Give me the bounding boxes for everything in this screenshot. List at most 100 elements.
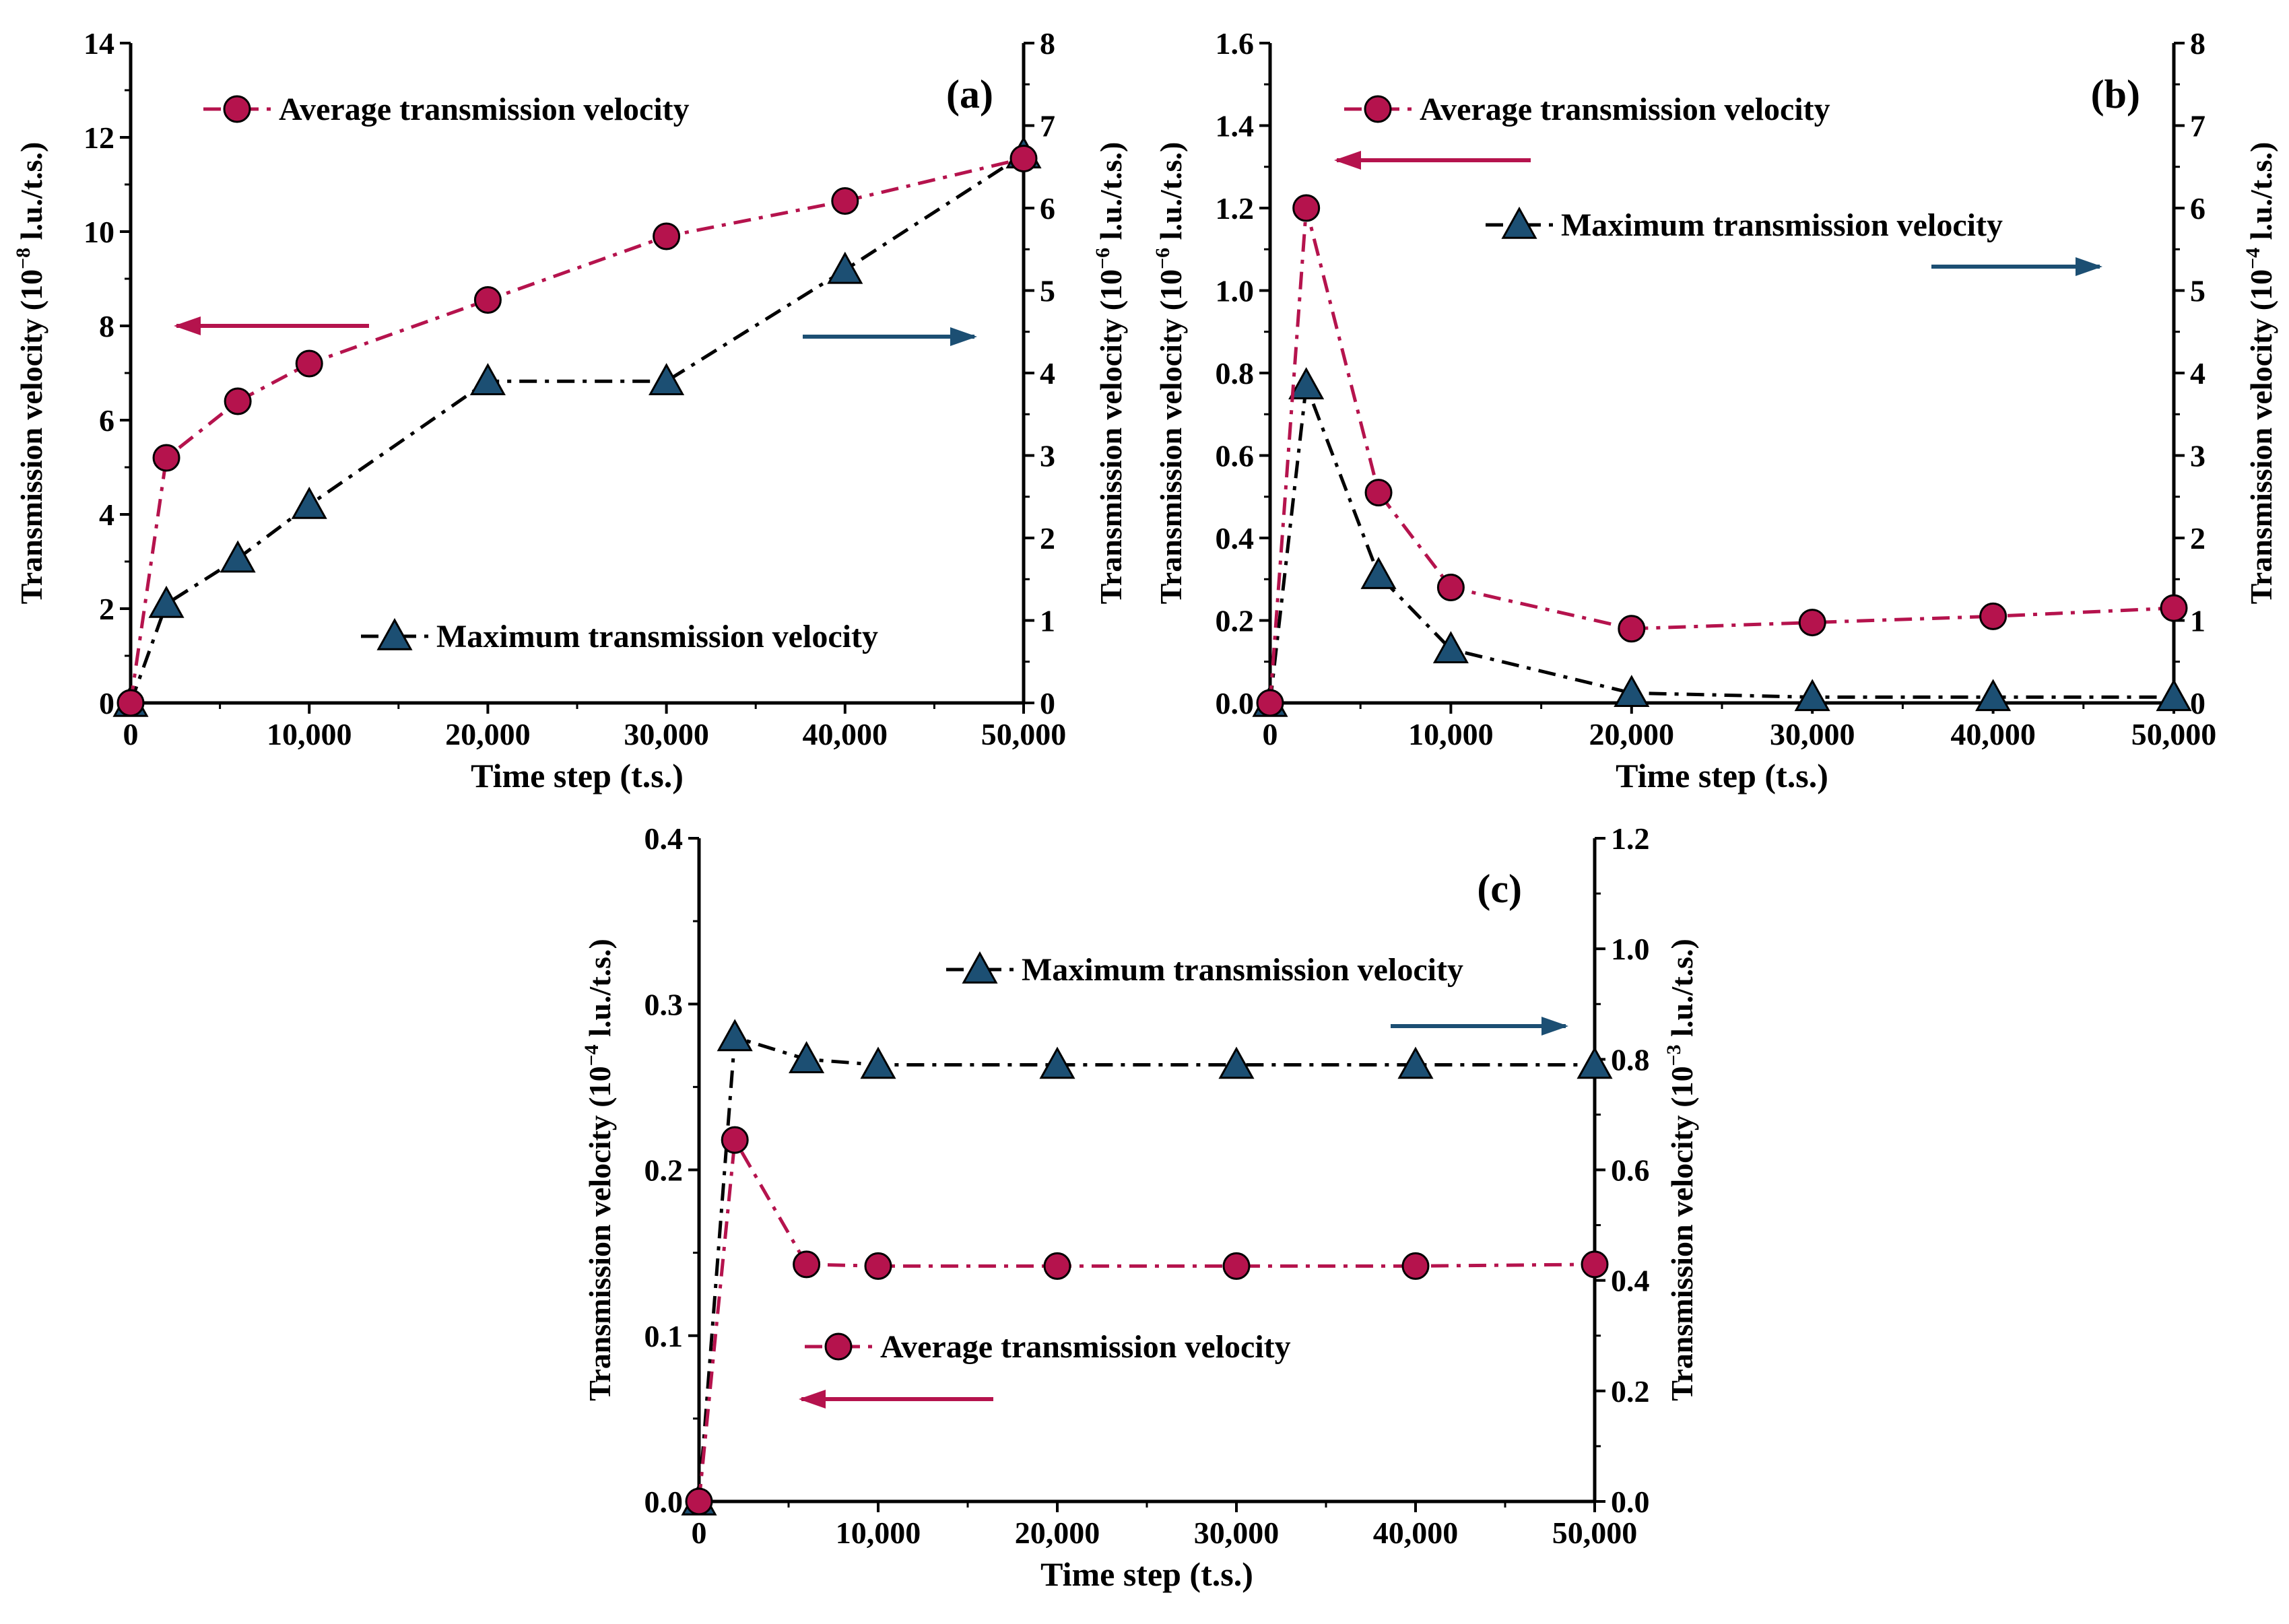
right-y-axis-title: Transmission velocity (10−6 l.u./t.s.) bbox=[1092, 142, 1128, 605]
average-data-point bbox=[152, 444, 180, 472]
maximum-data-point bbox=[1794, 679, 1830, 712]
arrow-left-icon-head bbox=[1334, 151, 1361, 170]
left-y-tick-label: 6 bbox=[99, 403, 114, 438]
right-y-tick-label: 1.2 bbox=[1611, 821, 1650, 856]
right-y-tick-label: 0.6 bbox=[1611, 1153, 1650, 1188]
left-y-tick-label: 0.6 bbox=[1216, 439, 1255, 473]
left-y-tick-label: 8 bbox=[99, 309, 114, 343]
x-axis-title: Time step (t.s.) bbox=[471, 757, 684, 794]
maximum-data-point bbox=[1432, 631, 1469, 664]
right-y-tick-label: 0 bbox=[1040, 686, 1055, 720]
arrow-right-icon-head bbox=[1541, 1017, 1568, 1036]
right-y-tick-label: 6 bbox=[2190, 191, 2205, 226]
left-y-axis-title-pre: Transmission velocity (10 bbox=[583, 1066, 617, 1400]
legend-average: Average transmission velocity bbox=[203, 92, 690, 127]
left-y-tick-label: 1.2 bbox=[1216, 191, 1255, 226]
panel-c: 0 10,000 20,000 30,000 40,000 50,0000.00.10.2… bbox=[580, 821, 1699, 1593]
right-y-axis-title-pre: Transmission velocity (10 bbox=[1094, 269, 1128, 604]
maximum-data-point bbox=[1288, 367, 1325, 400]
average-data-point bbox=[831, 187, 859, 215]
legend-average: Average transmission velocity bbox=[1344, 92, 1830, 127]
right-y-tick-label: 2 bbox=[1040, 521, 1055, 555]
right-y-axis-title-exp: −6 bbox=[1092, 248, 1114, 269]
x-tick-label: 10,000 bbox=[836, 1516, 921, 1550]
right-y-tick-label: 3 bbox=[1040, 439, 1055, 473]
average-data-point bbox=[793, 1250, 821, 1279]
right-y-tick-label: 4 bbox=[1040, 356, 1055, 391]
maximum-data-point bbox=[789, 1041, 825, 1074]
legend-average: Average transmission velocity bbox=[805, 1329, 1291, 1365]
arrow-left-icon-head bbox=[799, 1390, 826, 1409]
maximum-data-point bbox=[1577, 1046, 1613, 1079]
right-y-axis-title-post: l.u./t.s.) bbox=[2244, 142, 2278, 248]
legend-maximum: Maximum transmission velocity bbox=[361, 617, 878, 654]
maximum-data-point bbox=[1360, 557, 1397, 589]
legend-label: Average transmission velocity bbox=[279, 92, 690, 127]
right-y-tick-label: 8 bbox=[1040, 26, 1055, 61]
arrow-right-icon bbox=[803, 327, 977, 346]
x-tick-label: 10,000 bbox=[1408, 717, 1494, 751]
legend-triangle-marker-icon bbox=[962, 951, 998, 984]
left-y-tick-label: 2 bbox=[99, 592, 114, 626]
maximum-series-line bbox=[129, 153, 1025, 704]
maximum-data-point bbox=[827, 251, 863, 284]
average-series-line bbox=[1268, 207, 2175, 704]
x-tick-label: 30,000 bbox=[1770, 717, 1855, 751]
left-y-axis-title-pre: Transmission velocity (10 bbox=[1154, 269, 1188, 604]
maximum-data-point bbox=[1397, 1046, 1434, 1079]
x-tick-label: 20,000 bbox=[445, 717, 531, 751]
legend-label: Maximum transmission velocity bbox=[1022, 952, 1463, 988]
right-y-axis-title-exp: −3 bbox=[1663, 1044, 1685, 1066]
right-y-axis-title: Transmission velocity (10−4 l.u./t.s.) bbox=[2242, 142, 2278, 605]
right-y-tick-label: 0.8 bbox=[1611, 1042, 1650, 1077]
arrow-right-icon-head bbox=[2076, 257, 2102, 276]
left-y-tick-label: 14 bbox=[84, 26, 114, 61]
legend-label: Average transmission velocity bbox=[1420, 92, 1830, 127]
maximum-series-line bbox=[697, 1035, 1595, 1502]
right-y-axis-title-post: l.u./t.s.) bbox=[1665, 939, 1699, 1044]
average-data-point bbox=[685, 1487, 713, 1516]
average-data-point bbox=[1364, 479, 1393, 507]
x-tick-label: 50,000 bbox=[981, 717, 1067, 751]
average-series-line bbox=[129, 157, 1024, 704]
x-tick-label: 0 bbox=[123, 717, 139, 751]
average-data-point bbox=[224, 387, 252, 415]
average-data-point bbox=[653, 222, 681, 250]
average-data-point bbox=[295, 349, 323, 378]
right-y-tick-label: 0.0 bbox=[1611, 1485, 1650, 1519]
x-tick-label: 40,000 bbox=[1950, 717, 2036, 751]
legend-maximum: Maximum transmission velocity bbox=[1486, 206, 2003, 243]
right-y-tick-label: 0.4 bbox=[1611, 1264, 1650, 1298]
left-y-tick-label: 0.2 bbox=[1216, 604, 1255, 638]
right-y-tick-label: 7 bbox=[2190, 109, 2205, 143]
left-y-tick-label: 0.4 bbox=[644, 821, 684, 856]
right-y-tick-label: 7 bbox=[1040, 109, 1055, 143]
x-tick-label: 40,000 bbox=[1373, 1516, 1459, 1550]
left-y-tick-label: 0.4 bbox=[1216, 521, 1255, 555]
left-y-tick-label: 1.6 bbox=[1216, 26, 1255, 61]
x-tick-label: 10,000 bbox=[267, 717, 352, 751]
left-y-axis-title-exp: −8 bbox=[12, 248, 34, 269]
arrow-left-icon bbox=[174, 316, 369, 335]
left-y-axis-title-post: l.u./t.s.) bbox=[14, 142, 48, 248]
right-y-tick-label: 2 bbox=[2190, 521, 2205, 555]
left-y-tick-label: 0.2 bbox=[644, 1153, 684, 1188]
right-y-tick-label: 0.2 bbox=[1611, 1374, 1650, 1409]
maximum-data-point bbox=[649, 363, 685, 395]
average-data-point bbox=[2160, 594, 2188, 622]
right-y-tick-label: 1 bbox=[1040, 604, 1055, 638]
average-data-point bbox=[1979, 602, 2008, 630]
arrow-right-icon bbox=[1931, 257, 2102, 276]
right-y-tick-label: 5 bbox=[1040, 274, 1055, 308]
right-y-axis-title-pre: Transmission velocity (10 bbox=[2244, 269, 2278, 604]
x-tick-label: 20,000 bbox=[1589, 717, 1675, 751]
average-data-point bbox=[1043, 1252, 1071, 1280]
maximum-data-point bbox=[148, 585, 185, 618]
legend-label: Maximum transmission velocity bbox=[436, 619, 878, 654]
legend-maximum: Maximum transmission velocity bbox=[946, 951, 1463, 988]
maximum-data-point bbox=[1039, 1046, 1075, 1079]
maximum-data-point bbox=[220, 540, 256, 573]
maximum-data-point bbox=[860, 1046, 896, 1079]
x-tick-label: 50,000 bbox=[2131, 717, 2217, 751]
